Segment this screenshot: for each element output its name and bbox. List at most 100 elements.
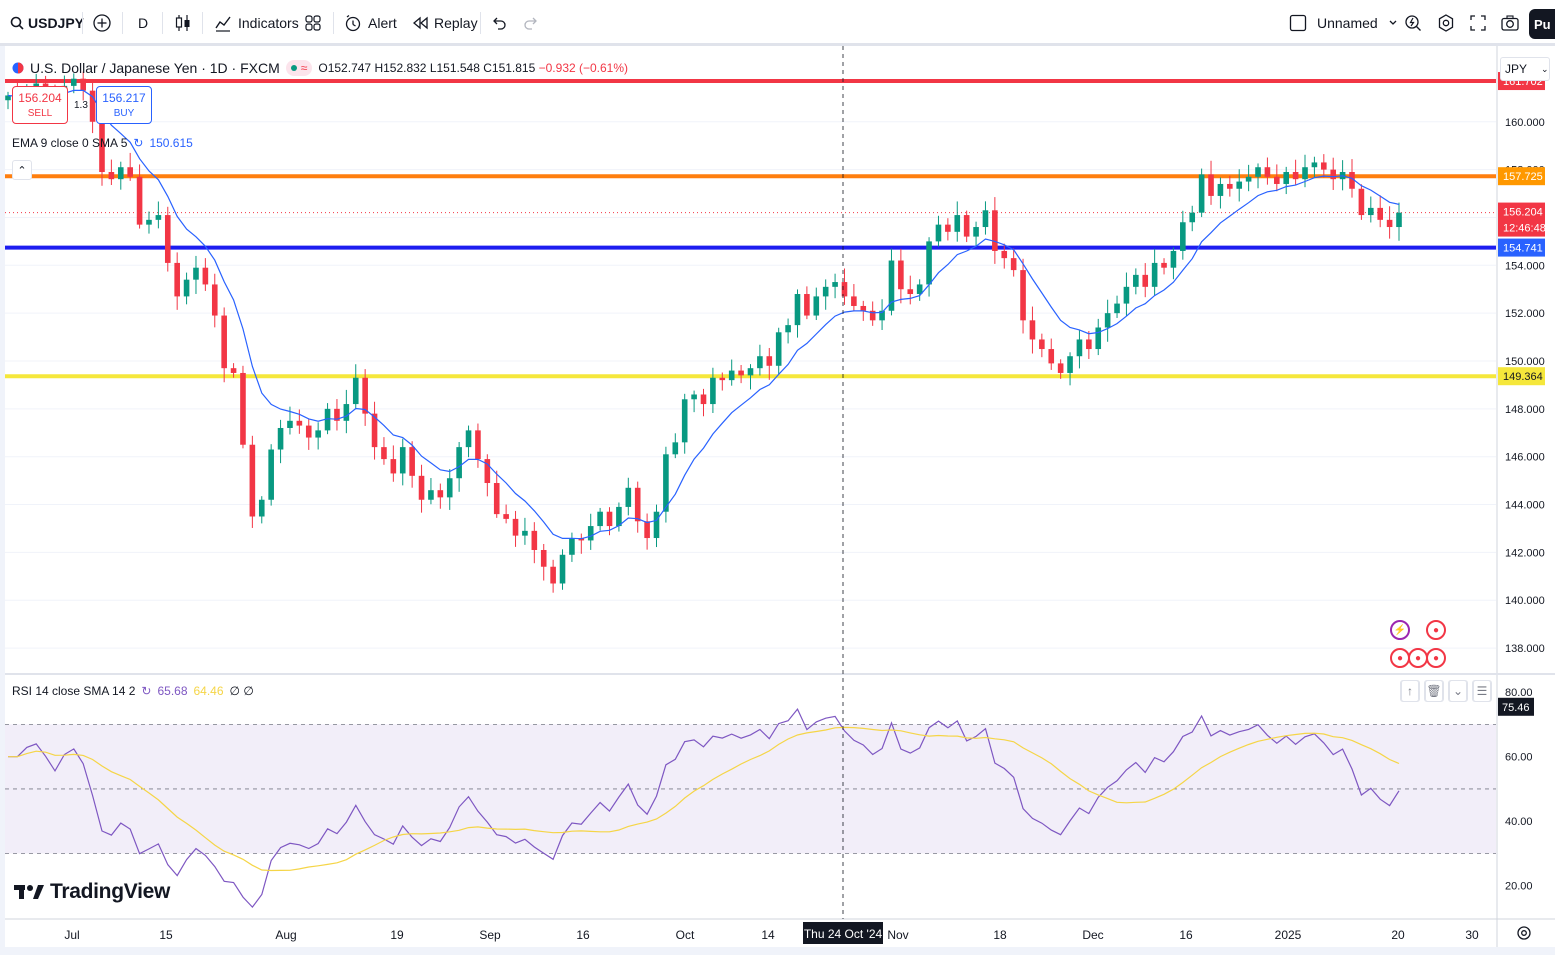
top-toolbar: USDJPY D Indicators Alert Replay Unnamed: [0, 0, 1555, 46]
wave-icon: ≈: [300, 61, 308, 75]
tradingview-logo[interactable]: TradingView: [14, 880, 170, 904]
time-tick-label: 18: [993, 928, 1007, 942]
alarm-clock-icon: [345, 14, 361, 32]
candle-body: [954, 215, 961, 232]
candle-body: [1198, 174, 1205, 213]
undo-button[interactable]: [491, 0, 507, 46]
symbol-label: USDJPY: [28, 15, 85, 31]
candle-body: [1010, 258, 1017, 271]
candle-body: [315, 430, 321, 438]
rsi-line: [8, 707, 1400, 909]
tradingview-logo-icon: [14, 885, 44, 899]
compare-button[interactable]: [92, 0, 112, 46]
delete-pane-button[interactable]: 🗑: [1424, 680, 1444, 702]
collapse-legend-button[interactable]: ⌃: [12, 160, 32, 180]
candle-body: [1255, 167, 1261, 177]
candle-body: [1020, 270, 1026, 321]
candle-body: [869, 310, 876, 321]
quick-search-button[interactable]: [1404, 0, 1422, 46]
candle-body: [832, 282, 838, 287]
snapshot-button[interactable]: [1501, 0, 1519, 46]
settings-button[interactable]: [1437, 0, 1455, 46]
menu-icon: ☰: [1473, 680, 1491, 702]
candle-body: [634, 487, 641, 522]
time-tick-label: 14: [761, 928, 775, 942]
candles-icon: [175, 15, 190, 31]
economic-event-icon[interactable]: ●: [1426, 620, 1446, 640]
more-pane-button[interactable]: ☰: [1472, 680, 1492, 702]
candle-body: [1292, 172, 1299, 180]
publish-button[interactable]: Pu: [1529, 9, 1555, 39]
candle-body: [935, 224, 942, 242]
price-axis-bg: [1497, 46, 1555, 947]
candle-body: [1274, 176, 1280, 184]
candle-body: [522, 530, 528, 536]
candle-body: [1368, 207, 1374, 216]
candle-body: [747, 368, 754, 376]
market-status-badge[interactable]: ≈: [285, 60, 313, 76]
fullscreen-button[interactable]: [1470, 0, 1486, 46]
market-open-dot: [290, 65, 297, 71]
axis-settings-icon[interactable]: [1516, 925, 1532, 941]
alert-label: Alert: [368, 15, 397, 31]
candle-body: [1151, 262, 1158, 287]
rsi-legend[interactable]: RSI 14 close SMA 14 2 ↻ 65.68 64.46 ∅ ∅: [12, 684, 254, 698]
symbol-search[interactable]: USDJPY: [10, 0, 84, 46]
candle-body: [1227, 183, 1233, 189]
price-tick-label: 140.000: [1505, 595, 1545, 607]
candle-body: [287, 420, 293, 428]
rsi-label: RSI 14 close SMA 14 2: [12, 684, 136, 698]
buy-label: BUY: [113, 108, 135, 119]
price-tick-label: 146.000: [1505, 452, 1545, 464]
arrow-up-icon: ↑: [1401, 680, 1419, 702]
rewind-icon: [412, 16, 428, 30]
candle-body: [888, 260, 895, 311]
time-tick-label: 2025: [1275, 928, 1302, 942]
templates-button[interactable]: [305, 0, 321, 46]
us-flag-event-icon[interactable]: ●: [1390, 648, 1410, 668]
replay-button[interactable]: Replay: [412, 0, 478, 46]
economic-event-icon[interactable]: ●: [1426, 648, 1446, 668]
logo-text: TradingView: [50, 880, 171, 903]
ema-legend[interactable]: EMA 9 close 0 SMA 5 ↻ 150.615: [12, 136, 193, 150]
candle-body: [296, 420, 303, 426]
candle-body: [719, 377, 726, 381]
price-tick-label: 152.000: [1505, 308, 1545, 320]
candle-body: [1189, 212, 1196, 223]
candle-body: [503, 514, 509, 519]
time-tick-label: 16: [1179, 928, 1193, 942]
candle-body: [540, 549, 547, 567]
candle-body: [89, 90, 96, 122]
candle-body: [1048, 349, 1055, 364]
currency-select[interactable]: JPY ⌄: [1500, 57, 1550, 81]
candle-body: [1311, 162, 1318, 168]
ohlc-values: O152.747 H152.832 L151.548 C151.815 −0.9…: [318, 61, 628, 75]
candle-body: [362, 377, 368, 414]
candle-body: [1330, 169, 1337, 180]
candle-body: [164, 215, 171, 263]
lightning-event-icon[interactable]: ⚡: [1390, 620, 1410, 640]
chart-left-frame: [0, 46, 5, 955]
chart-bottom-frame: [0, 947, 1555, 955]
collapse-pane-button[interactable]: ⌄: [1448, 680, 1468, 702]
candle-body: [1321, 162, 1327, 170]
sell-button[interactable]: 156.204 SELL: [12, 86, 68, 124]
redo-button[interactable]: [523, 0, 539, 46]
chart-type-button[interactable]: [174, 0, 192, 46]
layout-menu[interactable]: Unnamed: [1289, 0, 1398, 46]
interval-button[interactable]: D: [138, 0, 148, 46]
candle-body: [1170, 250, 1177, 268]
move-up-button[interactable]: ↑: [1400, 680, 1420, 702]
interval-label: D: [138, 15, 149, 31]
economic-event-icon[interactable]: ●: [1408, 648, 1428, 668]
chart-canvas[interactable]: 160.000158.000156.000154.000152.000150.0…: [0, 46, 1555, 947]
candle-body: [785, 325, 791, 333]
alert-button[interactable]: Alert: [344, 0, 397, 46]
buy-button[interactable]: 156.217 BUY: [96, 86, 152, 124]
legend-title[interactable]: U.S. Dollar / Japanese Yen · 1D · FXCM: [30, 60, 280, 76]
candle-body: [399, 447, 406, 474]
rsi-tick-label: 80.00: [1505, 687, 1533, 699]
flag-icon: [12, 62, 24, 74]
candle-body: [202, 267, 209, 285]
indicators-button[interactable]: Indicators: [214, 0, 299, 46]
